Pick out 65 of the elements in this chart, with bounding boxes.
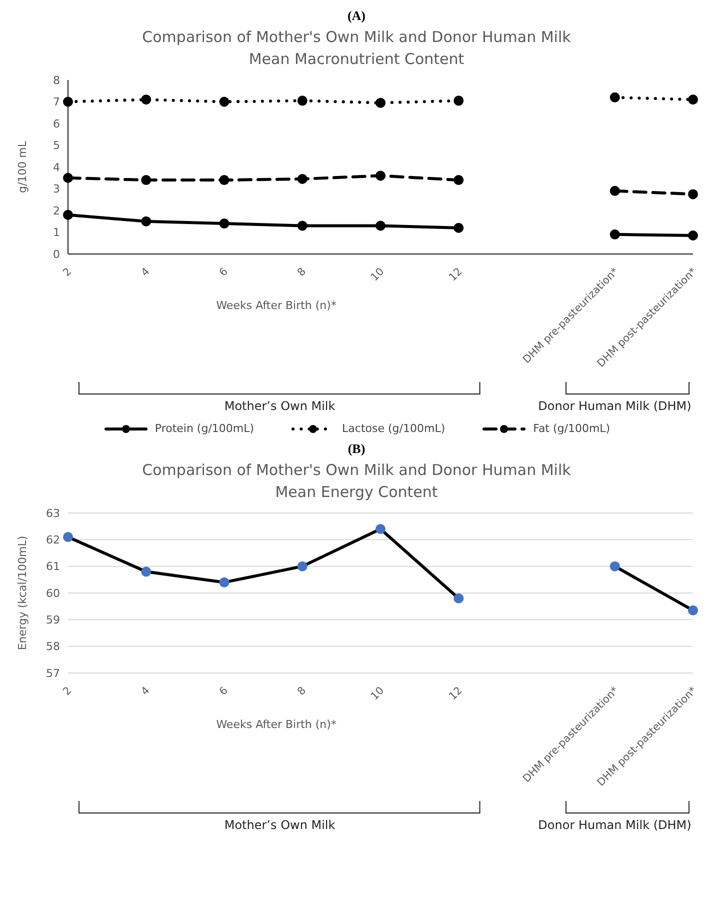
text: Mother’s Own Milk — [223, 399, 336, 413]
x-tick-label: 8 — [295, 684, 308, 698]
point — [454, 222, 464, 233]
legend-label: Fat (g/100mL) — [533, 422, 610, 435]
x-tick-label: 4 — [139, 684, 152, 698]
y-tick-label: 61 — [46, 560, 60, 574]
x-tick-label: 6 — [217, 265, 231, 279]
y-tick-label: 2 — [53, 204, 60, 218]
x-tick-label: 4 — [139, 265, 152, 279]
y-tick-label: 59 — [46, 614, 60, 627]
y-tick-label: 1 — [53, 226, 60, 240]
point — [688, 189, 698, 200]
point — [219, 175, 230, 186]
chart-title: Comparison of Mother's Own Milk and Donor Human Milk Mean Macronutrient Content — [141, 27, 572, 70]
y-tick-label: 3 — [53, 182, 60, 196]
x-tick-label: 6 — [217, 684, 231, 698]
y-tick-label: 8 — [53, 74, 60, 87]
point — [219, 218, 230, 229]
x-tick-label: 10 — [368, 684, 387, 703]
text: Donor Human Milk (DHM) — [537, 818, 692, 832]
x-tick-label: 8 — [295, 266, 308, 279]
y-axis-title: g/100 mL — [16, 140, 29, 194]
point — [141, 94, 152, 105]
x-tick-label: 12 — [446, 266, 465, 284]
legend-label: Protein (g/100mL) — [154, 422, 254, 435]
x-axis-title: Weeks After Birth (n)* — [215, 718, 338, 731]
text: (A) — [346, 8, 367, 24]
legend-label: Lactose (g/100mL) — [342, 422, 446, 435]
text: Donor Human Milk (DHM) — [537, 399, 692, 413]
point — [297, 174, 308, 184]
y-tick-label: 5 — [53, 139, 60, 152]
point — [376, 170, 386, 181]
point — [610, 186, 620, 196]
point — [454, 96, 464, 106]
point — [63, 96, 73, 107]
point — [141, 175, 152, 186]
y-tick-label: 7 — [53, 96, 60, 109]
text: Mother’s Own Milk — [223, 818, 336, 832]
point — [688, 94, 698, 105]
y-tick-label: 63 — [46, 506, 60, 520]
y-tick-label: 62 — [46, 534, 60, 547]
point — [63, 210, 73, 220]
y-tick-label: 0 — [53, 248, 60, 261]
point — [688, 230, 698, 241]
point — [141, 216, 152, 226]
x-tick-label: 10 — [368, 266, 387, 284]
y-tick-label: 57 — [46, 666, 60, 680]
point — [376, 220, 386, 231]
y-axis-title: Energy (kcal/100mL) — [16, 536, 29, 650]
point — [610, 92, 620, 102]
y-tick-label: 60 — [46, 586, 60, 600]
point — [297, 220, 308, 231]
point — [297, 96, 308, 106]
point — [63, 172, 73, 183]
y-tick-label: 4 — [53, 160, 60, 174]
y-tick-label: 58 — [46, 640, 60, 654]
chart-title: Comparison of Mother's Own Milk and Donor Human Milk Mean Energy Content — [141, 460, 572, 503]
point — [454, 175, 464, 186]
point — [219, 96, 230, 107]
x-tick-label: 12 — [446, 684, 465, 703]
y-tick-label: 6 — [53, 117, 60, 130]
text: (B) — [346, 441, 366, 457]
x-axis-title: Weeks After Birth (n)* — [215, 299, 338, 312]
point — [610, 229, 620, 240]
point — [376, 98, 386, 108]
